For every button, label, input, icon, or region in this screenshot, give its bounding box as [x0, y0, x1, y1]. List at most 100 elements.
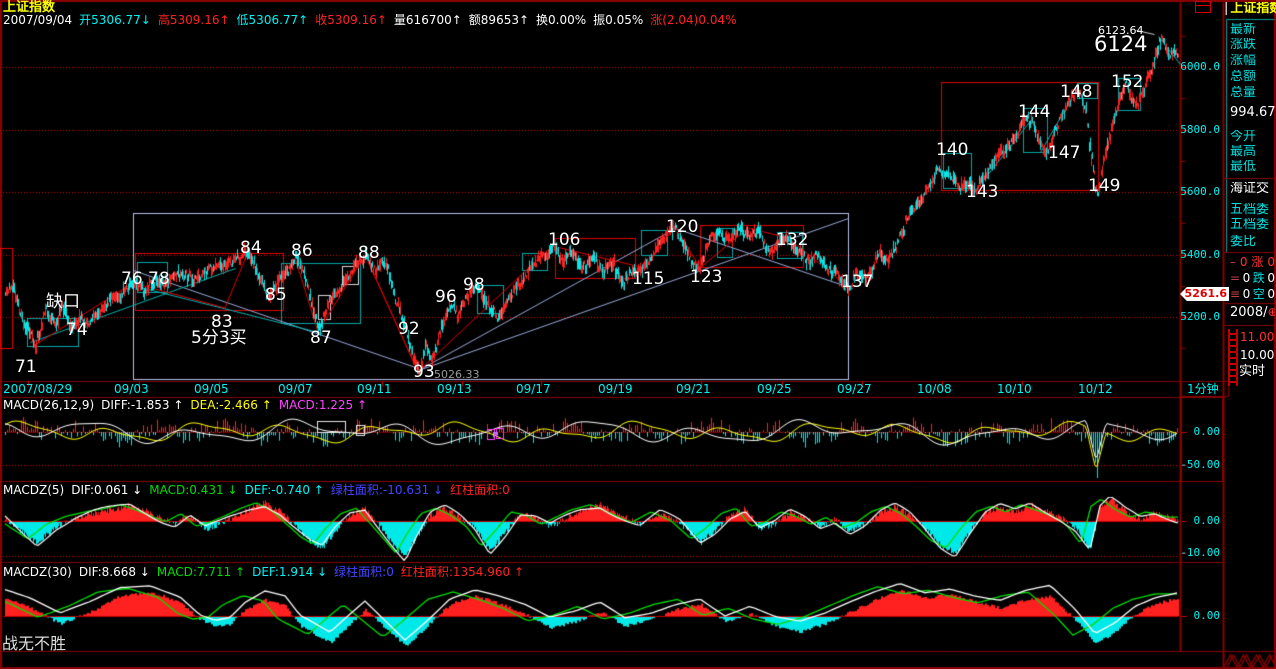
lower-limit-price: 10.00 [1240, 348, 1275, 362]
indicator-value: DEF:1.914 ↓ [252, 565, 328, 579]
wave-label: 93 [413, 362, 435, 382]
sidebar-field-label: 涨幅 [1230, 54, 1257, 67]
sidebar-field-label: 海证交 [1230, 182, 1270, 195]
clock-icon[interactable]: ⊕ [1267, 306, 1275, 319]
ohlc-field: 高5309.16↑ [157, 13, 230, 27]
date-tick-label: 09/25 [757, 382, 792, 396]
price-tick-label: 5400.0 [1180, 248, 1220, 261]
sidebar-bid-row: = 0 跌 0 [1230, 272, 1275, 284]
bid-count: 0 [1267, 272, 1275, 284]
indicator-value: 绿柱面积:-10.631 ↓ [330, 483, 444, 497]
wave-label: 92 [398, 319, 420, 339]
wave-label: 120 [666, 217, 699, 237]
wave-label: 71 [15, 357, 37, 377]
indicator-value: DEF:-0.740 ↑ [244, 483, 324, 497]
sidebar-field-label: 今开 [1230, 130, 1257, 143]
date-tick-label: 10/08 [917, 382, 952, 396]
indicator-value: 绿柱面积:0 [334, 565, 394, 579]
indicator-tick-label: 0.00 [1193, 609, 1221, 622]
sidebar-field-label: 总额 [1230, 70, 1257, 83]
wave-label: 106 [548, 230, 581, 250]
indicator-value: DIF:0.061 ↓ [71, 483, 143, 497]
indicator-value: MACD:7.711 ↑ [156, 565, 246, 579]
ohlc-field: 收5309.16↑ [315, 13, 387, 27]
sidebar-date-row[interactable]: 2008/⊕ [1230, 306, 1275, 319]
sidebar-bid-row: –0 涨 0 [1230, 256, 1275, 268]
date-tick-label: 09/03 [114, 382, 149, 396]
ohlc-info-bar: 2007/09/04 开5306.77↓ 高5309.16↑ 低5306.77↑ 收53… [3, 14, 744, 26]
peak-wave-label: 6124 [1094, 32, 1148, 56]
indicator-value: MACD(26,12,9) [3, 398, 95, 412]
sidebar-field-label: 总量 [1230, 86, 1257, 99]
queue-icon: = [1230, 272, 1241, 284]
ohlc-field: 换0.00% [536, 13, 587, 27]
wave-label: 137 [841, 272, 874, 292]
wave-label: 115 [632, 269, 665, 289]
date-tick-label: 2007/08/29 [3, 382, 73, 396]
index-title: 上证指数 [3, 0, 56, 15]
sidebar-bid-row: ≡ 0 空 0 [1230, 288, 1275, 300]
date-tick-label: 09/07 [278, 382, 313, 396]
date-tick-label: 10/10 [997, 382, 1032, 396]
bid-count: 0 [1267, 256, 1275, 268]
bid-count: 0 [1267, 288, 1275, 300]
wave-label: 85 [265, 285, 287, 305]
wave-label: 144 [1018, 102, 1051, 122]
ohlc-field: 量616700↑ [393, 13, 462, 27]
date-tick-label: 09/11 [357, 382, 392, 396]
wave-label: 86 [291, 241, 313, 261]
upper-limit-price: 11.00 [1240, 330, 1275, 344]
ohlc-field: 低5306.77↑ [236, 13, 309, 27]
wave-label: 76 78 [121, 269, 170, 289]
last-price-marker: 5261.6 [1180, 287, 1229, 301]
sidebar-title[interactable]: | 上证指数 [1224, 2, 1276, 15]
sidebar-index-name: 上证指数 [1230, 2, 1276, 15]
sidebar-field-label: 五档委 [1230, 203, 1270, 216]
peak-price-note: 6123.64 [1098, 24, 1144, 37]
wave-label: 88 [358, 243, 380, 263]
queue-icon: – [1230, 256, 1236, 268]
cursor-bar: | [1224, 2, 1229, 15]
ohlc-field: 振0.05% [593, 13, 644, 27]
sidebar-field-label: 涨跌 [1230, 38, 1257, 51]
wave-label: 83 [211, 312, 233, 332]
date-tick-label: 10/12 [1078, 382, 1113, 396]
wave-label: 132 [776, 230, 809, 250]
wave-label: 123 [690, 267, 723, 287]
chart-text-annotation: 缺口 [46, 292, 80, 312]
ohlc-field: 涨(2.04)0.04% [650, 13, 737, 27]
wave-label: 87 [310, 328, 332, 348]
ohlc-field: 额89653↑ [468, 13, 530, 27]
wave-label: 143 [966, 182, 999, 202]
wave-label: 152 [1111, 72, 1144, 92]
wave-label: 148 [1060, 82, 1093, 102]
ohlc-field: 开5306.77↓ [79, 13, 151, 27]
chart-text-annotation: 5分3买 [191, 328, 247, 348]
indicator-tick-label: 0.00 [1193, 425, 1221, 438]
period-button[interactable]: 1分钟 [1187, 382, 1219, 396]
indicator-value: DIF:8.668 ↓ [78, 565, 150, 579]
sidebar-field-label: 最新 [1230, 23, 1257, 36]
macdz30-panel-header: MACDZ(30) DIF:8.668 ↓ MACD:7.711 ↑ DEF:1.91… [3, 566, 531, 578]
wave-label: 149 [1088, 176, 1121, 196]
indicator-value: MACDZ(30) [3, 565, 72, 579]
indicator-value: MACD:1.225 ↑ [278, 398, 368, 412]
indicator-tick-label: 0.00 [1193, 514, 1221, 527]
chart-text-annotation: 5026.33 [434, 368, 480, 381]
indicator-value: 红柱面积:1354.960 ↑ [400, 565, 525, 579]
wave-label: 74 [66, 320, 88, 340]
price-tick-label: 5200.0 [1180, 310, 1220, 323]
date-tick-label: 09/17 [516, 382, 551, 396]
indicator-value: 红柱面积:0 [450, 483, 510, 497]
bid-name: 空 [1252, 288, 1265, 300]
date-tick-label: 09/19 [598, 382, 633, 396]
price-tick-label: 6000.0 [1180, 60, 1220, 73]
bid-count: 0 [1242, 288, 1251, 300]
window-icon[interactable] [1195, 1, 1211, 13]
macd-panel-header: MACD(26,12,9) DIFF:-1.853 ↑ DEA:-2.466 ↑ MA… [3, 399, 374, 411]
sidebar-field-label: 委比 [1230, 235, 1257, 248]
realtime-label[interactable]: 实时 [1239, 364, 1266, 379]
sidebar-field-label: 五档委 [1230, 218, 1270, 231]
